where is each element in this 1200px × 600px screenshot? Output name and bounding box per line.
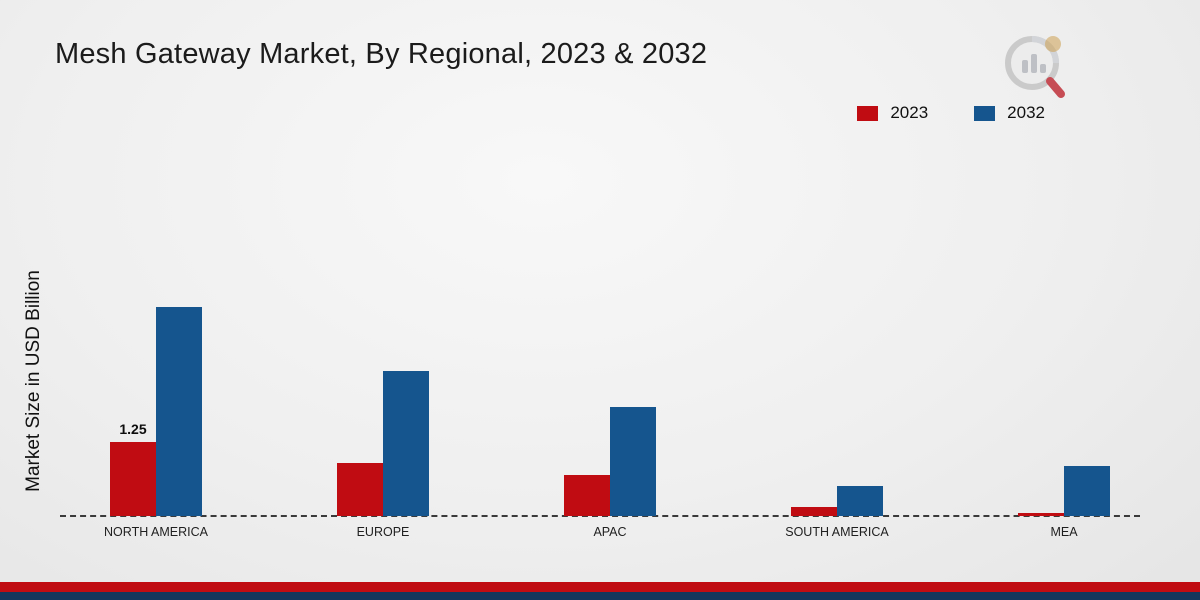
y-axis-label: Market Size in USD Billion xyxy=(23,270,44,492)
bar-group-north-america: 1.25 xyxy=(110,307,202,516)
footer-accent-strip-red xyxy=(0,582,1200,592)
category-label-mea: MEA xyxy=(1050,525,1078,539)
bar-2023-europe xyxy=(337,463,383,516)
bar-2032-apac xyxy=(610,407,656,516)
footer-accent-strip-navy xyxy=(0,592,1200,600)
bar-2032-mea xyxy=(1064,466,1110,516)
legend-swatch-2023 xyxy=(857,105,879,121)
legend-swatch-2032 xyxy=(974,105,996,121)
bar-2023-apac xyxy=(564,475,610,516)
bar-2032-europe xyxy=(383,371,429,516)
bar-value-label: 1.25 xyxy=(119,421,147,437)
category-label-europe: EUROPE xyxy=(356,525,410,539)
bar-2023-north-america: 1.25 xyxy=(110,421,156,516)
bar-group-south-america xyxy=(791,486,883,516)
chart-title: Mesh Gateway Market, By Regional, 2023 &… xyxy=(55,38,708,70)
category-label-north-america: NORTH AMERICA xyxy=(104,525,208,539)
legend-label-2023: 2023 xyxy=(890,103,929,122)
category-label-apac: APAC xyxy=(593,525,627,539)
bar-2023-mea xyxy=(1018,513,1064,516)
bar-chart-magnifier-logo-icon xyxy=(1005,36,1065,98)
category-label-south-america: SOUTH AMERICA xyxy=(785,525,889,539)
bar-group-apac xyxy=(564,407,656,516)
x-axis-baseline xyxy=(60,515,1140,517)
legend-item-2023: 2023 xyxy=(857,103,928,123)
bar-group-mea xyxy=(1018,466,1110,516)
legend: 2023 2032 xyxy=(857,103,1045,123)
legend-label-2032: 2032 xyxy=(1007,103,1045,122)
bar-2032-north-america xyxy=(156,307,202,516)
bar-group-europe xyxy=(337,371,429,516)
bar-2023-south-america xyxy=(791,507,837,516)
bar-2032-south-america xyxy=(837,486,883,516)
legend-item-2032: 2032 xyxy=(974,103,1045,123)
chart-plot: 1.25 NORTH AMERICA EUROPE APAC SOUTH AMERICA… xyxy=(60,146,1140,539)
